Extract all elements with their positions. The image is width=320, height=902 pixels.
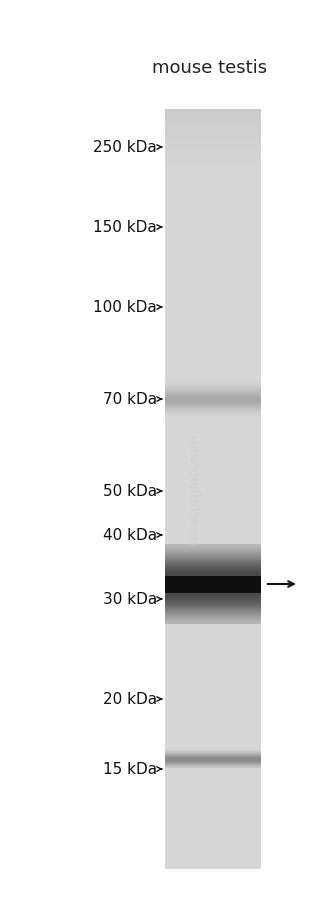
Text: 150 kDa: 150 kDa	[93, 220, 157, 235]
Text: 100 kDa: 100 kDa	[93, 300, 157, 315]
Text: 40 kDa: 40 kDa	[103, 528, 157, 543]
Text: 250 kDa: 250 kDa	[93, 141, 157, 155]
Text: 30 kDa: 30 kDa	[102, 592, 157, 607]
Text: www.ptglab.com: www.ptglab.com	[188, 434, 201, 545]
Text: mouse testis: mouse testis	[152, 59, 268, 77]
Text: 20 kDa: 20 kDa	[103, 692, 157, 706]
Text: 70 kDa: 70 kDa	[103, 392, 157, 407]
Text: 50 kDa: 50 kDa	[103, 484, 157, 499]
Text: 15 kDa: 15 kDa	[103, 761, 157, 777]
